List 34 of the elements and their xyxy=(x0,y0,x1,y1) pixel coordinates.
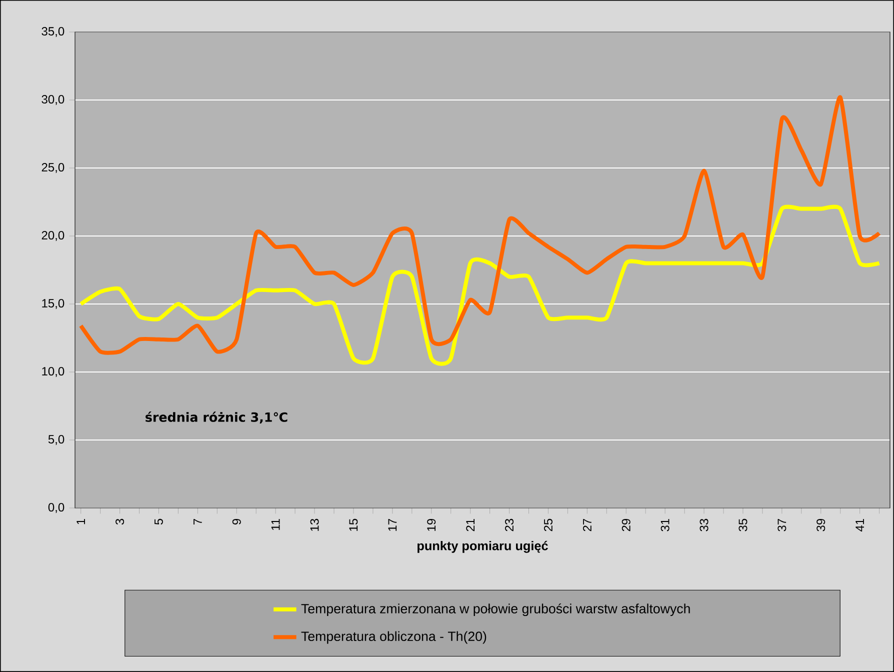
x-tick-label: 27 xyxy=(582,519,592,532)
x-tick-label: 1 xyxy=(76,518,85,524)
x-tick-label: 15 xyxy=(349,518,358,531)
x-tick-label: 5 xyxy=(154,518,163,525)
x-tick-label: 13 xyxy=(310,518,319,531)
x-tick-label: 35 xyxy=(738,518,748,532)
x-tick-label: 7 xyxy=(194,519,202,524)
x-tick-label: 9 xyxy=(232,518,241,524)
x-tick-label: 17 xyxy=(388,519,397,531)
y-tick-label: 35,0 xyxy=(42,27,64,37)
y-tick-label: 20,0 xyxy=(42,231,64,241)
y-tick-label: 15,0 xyxy=(42,299,64,309)
y-tick-label: 10,0 xyxy=(42,367,64,377)
x-tick-label: 21 xyxy=(466,518,475,532)
y-tick-label: 5,0 xyxy=(48,435,64,445)
x-tick-label: 41 xyxy=(856,518,864,532)
x-tick-label: 11 xyxy=(271,518,280,530)
x-tick-label: 33 xyxy=(700,518,708,532)
y-tick-label: 25,0 xyxy=(42,163,64,173)
x-axis-title: punkty pomiaru ugięć xyxy=(418,540,548,553)
y-tick-label: 30,0 xyxy=(42,95,64,105)
legend-label: Temperatura zmierzonana w połowie grubości warstw asfaltowych xyxy=(301,603,690,616)
x-tick-label: 19 xyxy=(427,518,436,531)
x-tick-label: 25 xyxy=(544,518,552,532)
x-tick-label: 31 xyxy=(660,518,670,532)
x-tick-label: 3 xyxy=(116,518,124,525)
x-tick-label: 29 xyxy=(622,518,630,532)
line-series xyxy=(78,95,882,355)
x-tick-label: 23 xyxy=(505,518,514,532)
y-tick-label: 0,0 xyxy=(48,503,64,513)
annotation: średnia różnic 3,1℃ xyxy=(146,412,288,424)
x-tick-label: 37 xyxy=(778,519,786,532)
x-tick-label: 39 xyxy=(816,518,826,532)
legend-label: Temperatura obliczona - Th(20) xyxy=(301,631,486,644)
